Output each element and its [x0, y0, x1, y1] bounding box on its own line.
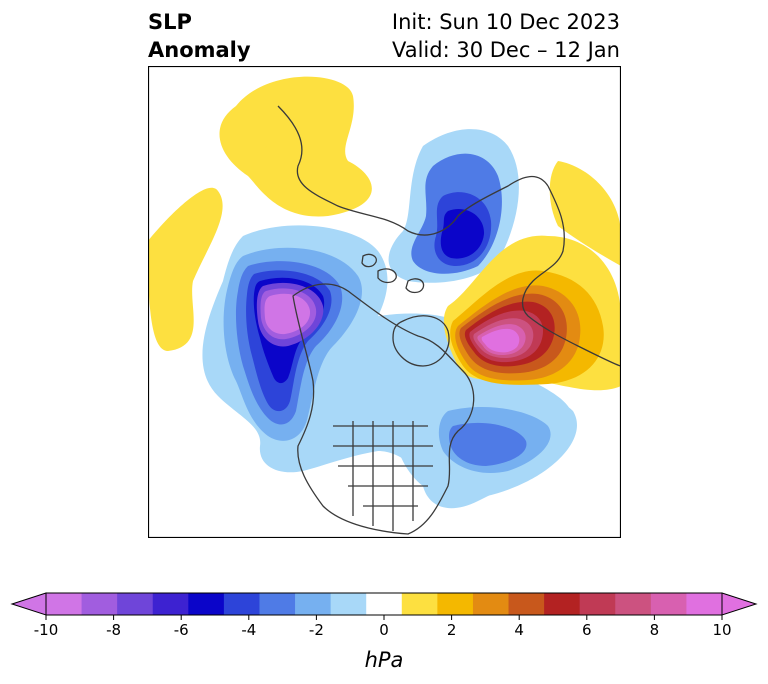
colorbar-tick-label: -10 [34, 621, 59, 639]
colorbar-tick-label: 2 [447, 621, 457, 639]
title-line-2: Anomaly [148, 38, 251, 62]
colorbar-block [579, 593, 616, 615]
state-borders [333, 421, 433, 531]
colorbar-block [330, 593, 367, 615]
colorbar-block [46, 593, 83, 615]
colorbar-extend-max [721, 592, 758, 616]
colorbar-block [117, 593, 154, 615]
valid-range: Valid: 30 Dec – 12 Jan [391, 38, 620, 62]
colorbar-tick-label: -2 [309, 621, 324, 639]
polar-low-contour-4 [440, 208, 485, 259]
eurasia-high-contour-10 [481, 328, 520, 353]
init-date: Init: Sun 10 Dec 2023 [391, 10, 620, 34]
europe-coast [521, 185, 621, 367]
colorbar-blocks [10, 592, 758, 616]
colorbar-block [259, 593, 296, 615]
colorbar-tick-label: -8 [106, 621, 121, 639]
colorbar-block [188, 593, 225, 615]
colorbar-tick-label: -4 [241, 621, 256, 639]
map-frame [148, 66, 621, 538]
anomaly-map [148, 66, 621, 538]
colorbar-tick-label: 10 [712, 621, 731, 639]
colorbar-block [295, 593, 332, 615]
colorbar-block [223, 593, 260, 615]
colorbar-block [686, 593, 723, 615]
colorbar-block [366, 593, 403, 615]
colorbar-tick-label: 8 [650, 621, 660, 639]
colorbar-block [401, 593, 438, 615]
chart-title: SLP Anomaly [148, 8, 251, 64]
colorbar-tick-label: -6 [174, 621, 189, 639]
colorbar-block [544, 593, 581, 615]
arctic-islands [361, 253, 425, 294]
colorbar-ticks: -10 -8 -6 -4 -2 0 2 4 6 8 10 [34, 615, 732, 639]
central-asia-high-contour [148, 187, 223, 351]
asia-coast [277, 105, 549, 236]
colorbar-label: hPa [365, 648, 404, 672]
colorbar-tick-label: 6 [582, 621, 592, 639]
colorbar-extend-min [10, 592, 47, 616]
colorbar-block [437, 593, 474, 615]
siberia-high-contour [219, 76, 372, 217]
colorbar-block [650, 593, 687, 615]
greenland-coast [392, 315, 450, 367]
title-line-1: SLP [148, 10, 192, 34]
colorbar: -10 -8 -6 -4 -2 0 2 4 6 8 10 hPa [10, 592, 758, 672]
colorbar-block [81, 593, 118, 615]
valid-period: Init: Sun 10 Dec 2023 Valid: 30 Dec – 12… [392, 8, 620, 64]
coastlines [277, 105, 621, 535]
atlantic-low-contour-3 [449, 422, 527, 466]
colorbar-block [615, 593, 652, 615]
northeast-pacific-high-contour [223, 117, 274, 156]
colorbar-block [152, 593, 189, 615]
north-america-coast [292, 283, 475, 535]
colorbar-tick-label: 0 [379, 621, 389, 639]
eurasia-high-contour-2 [549, 161, 621, 266]
colorbar-block [508, 593, 545, 615]
colorbar-tick-label: 4 [514, 621, 524, 639]
colorbar-block [472, 593, 510, 615]
